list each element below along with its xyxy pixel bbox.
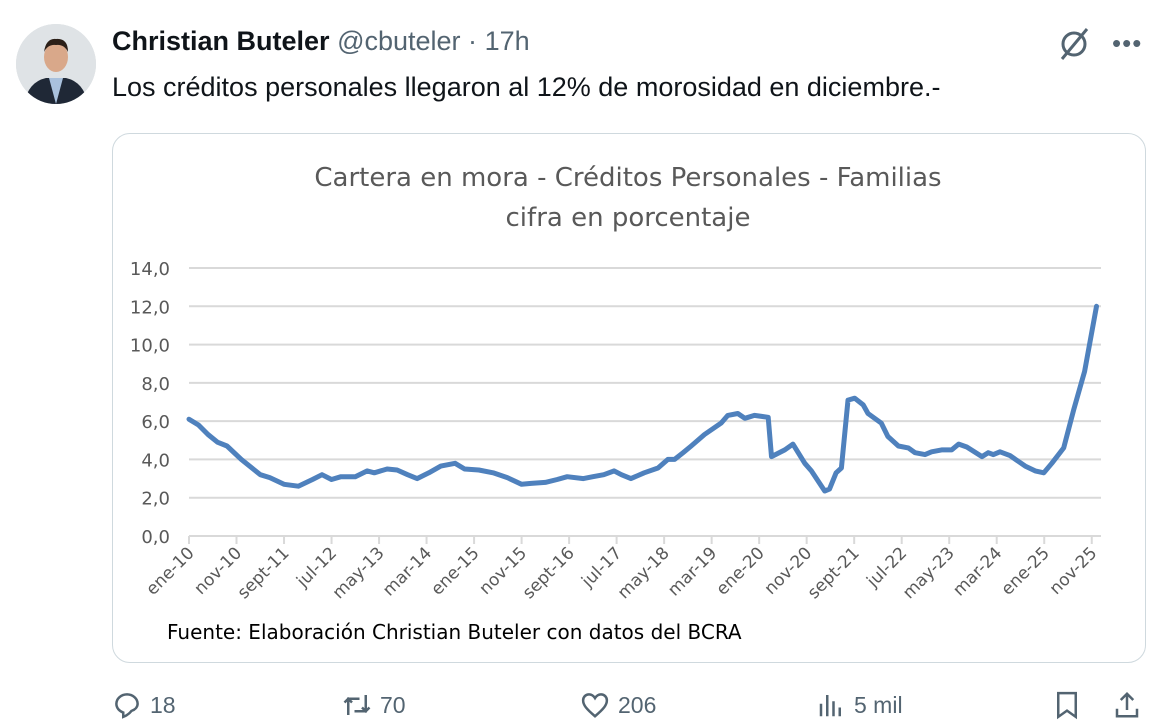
x-tick-label: ene-10 xyxy=(142,543,198,599)
reply-icon xyxy=(115,693,139,719)
x-tick-label: sept-11 xyxy=(234,543,294,603)
reply-button[interactable]: 18 xyxy=(112,690,176,720)
like-button[interactable]: 206 xyxy=(580,690,656,720)
y-tick-label: 2,0 xyxy=(141,489,170,510)
y-tick-label: 0,0 xyxy=(141,527,170,548)
author-name[interactable]: Christian Buteler xyxy=(112,26,330,56)
like-count: 206 xyxy=(618,691,657,718)
tweet-time[interactable]: 17h xyxy=(484,26,530,56)
x-tick-label: nov-25 xyxy=(1046,543,1102,599)
chart-image-card[interactable] xyxy=(112,133,1146,663)
views-button[interactable]: 5 mil xyxy=(816,690,903,720)
share-icon xyxy=(1115,691,1139,718)
x-tick-label: mar-24 xyxy=(949,543,1006,600)
x-tick-label: may-18 xyxy=(614,543,674,603)
tweet-actions: 18 70 206 5 mil xyxy=(0,690,1166,726)
y-tick-label: 4,0 xyxy=(141,450,170,471)
chart-title: Cartera en mora - Créditos Personales - … xyxy=(314,163,941,193)
x-tick-label: sept-16 xyxy=(519,543,579,603)
repost-icon xyxy=(343,695,371,715)
y-tick-label: 14,0 xyxy=(130,259,170,280)
author-avatar[interactable] xyxy=(16,24,96,104)
separator: · xyxy=(468,26,478,56)
y-tick-label: 10,0 xyxy=(130,336,170,357)
chart-subtitle: cifra en porcentaje xyxy=(506,203,751,233)
x-tick-label: ene-20 xyxy=(712,543,768,599)
bookmark-icon xyxy=(1057,691,1077,720)
repost-count: 70 xyxy=(380,691,406,718)
grok-icon[interactable] xyxy=(1056,26,1092,62)
bookmark-button[interactable] xyxy=(1052,690,1082,720)
views-chart-icon xyxy=(819,695,841,717)
more-horizontal-icon[interactable]: ••• xyxy=(1112,28,1143,58)
x-tick-label: may-13 xyxy=(329,543,389,603)
chart-source: Fuente: Elaboración Christian Buteler co… xyxy=(167,620,742,644)
x-tick-label: may-23 xyxy=(899,543,959,603)
views-count: 5 mil xyxy=(854,691,903,718)
x-tick-label: mar-19 xyxy=(664,543,721,600)
y-tick-label: 12,0 xyxy=(130,297,170,318)
y-tick-label: 8,0 xyxy=(141,374,170,395)
author-handle[interactable]: @cbuteler xyxy=(337,26,461,56)
x-tick-label: ene-25 xyxy=(998,543,1054,599)
y-tick-label: 6,0 xyxy=(141,412,170,433)
x-tick-label: mar-14 xyxy=(379,543,436,600)
heart-icon xyxy=(581,693,609,718)
tweet-text: Los créditos personales llegaron al 12% … xyxy=(112,72,941,102)
repost-button[interactable]: 70 xyxy=(342,690,406,720)
x-tick-label: sept-21 xyxy=(804,543,864,603)
tweet-header: Christian Buteler @cbuteler · 17h xyxy=(112,26,530,57)
x-tick-label: ene-15 xyxy=(427,543,483,599)
series-line xyxy=(186,303,1099,494)
reply-count: 18 xyxy=(150,691,176,718)
share-button[interactable] xyxy=(1112,690,1142,720)
